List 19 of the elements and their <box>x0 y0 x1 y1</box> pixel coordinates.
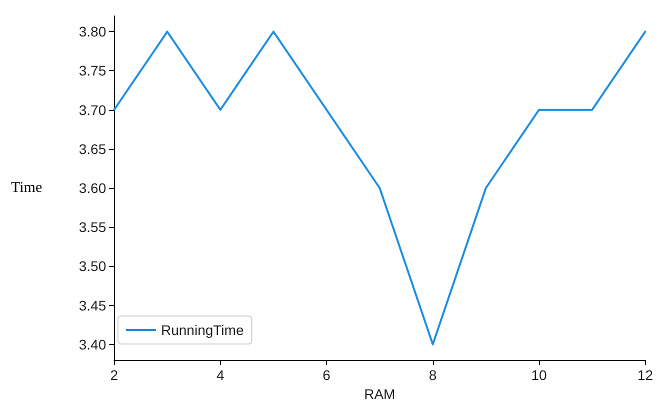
x-tick-label: 12 <box>637 367 654 383</box>
y-tick-label: 3.70 <box>78 102 106 118</box>
line-series <box>113 30 646 346</box>
y-axis-title: Time <box>10 180 42 196</box>
y-tick-label: 3.80 <box>78 24 106 40</box>
y-tick-label: 3.50 <box>78 258 106 274</box>
x-tick-label: 8 <box>428 367 437 383</box>
y-tick-label: 3.45 <box>78 297 106 314</box>
x-tick-label: 4 <box>216 367 224 383</box>
x-axis-title: RAM <box>364 386 396 402</box>
legend-label: RunningTime <box>161 322 244 338</box>
y-tick-label: 3.60 <box>78 180 106 196</box>
y-tick-label: 3.65 <box>78 140 106 157</box>
y-tick-label: 3.40 <box>78 336 106 352</box>
y-tick-label: 3.75 <box>78 62 106 79</box>
x-tick-label: 6 <box>322 367 331 383</box>
x-tick-label: 10 <box>531 367 547 383</box>
y-tick-label: 3.55 <box>78 219 106 236</box>
x-tick-label: 2 <box>110 367 118 383</box>
